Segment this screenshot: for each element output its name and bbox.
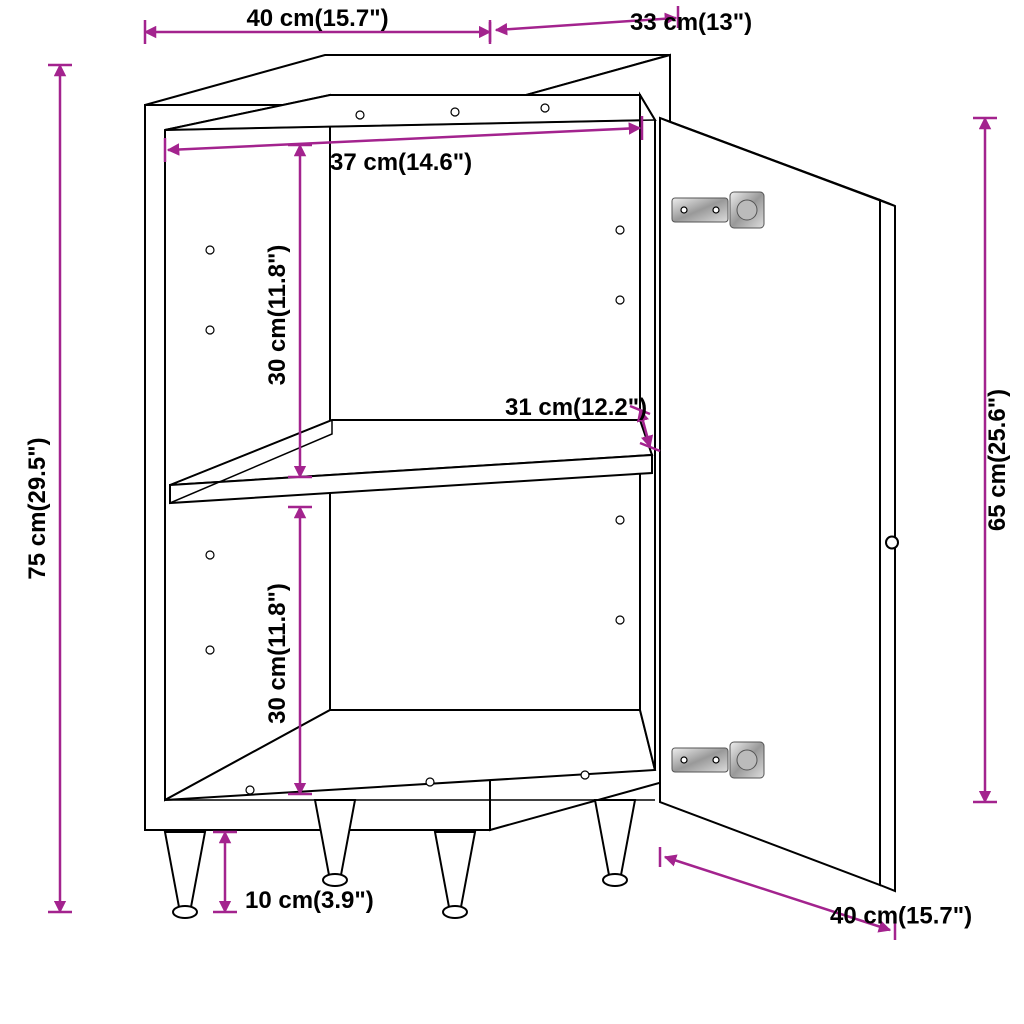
dim-top_width: 40 cm(15.7") xyxy=(246,5,388,32)
dim-upper_shelf_h: 30 cm(11.8") xyxy=(264,245,291,386)
dim-top_depth: 33 cm(13") xyxy=(630,9,752,36)
dim-inner_depth: 31 cm(12.2") xyxy=(505,394,647,421)
dim-inner_width: 37 cm(14.6") xyxy=(330,149,472,176)
dim-door_height: 65 cm(25.6") xyxy=(984,389,1011,531)
dim-lower_shelf_h: 30 cm(11.8") xyxy=(264,583,291,724)
dim-leg_height: 10 cm(3.9") xyxy=(245,887,374,914)
dim-door_width: 40 cm(15.7") xyxy=(830,903,972,930)
dim-total_height: 75 cm(29.5") xyxy=(24,437,51,579)
